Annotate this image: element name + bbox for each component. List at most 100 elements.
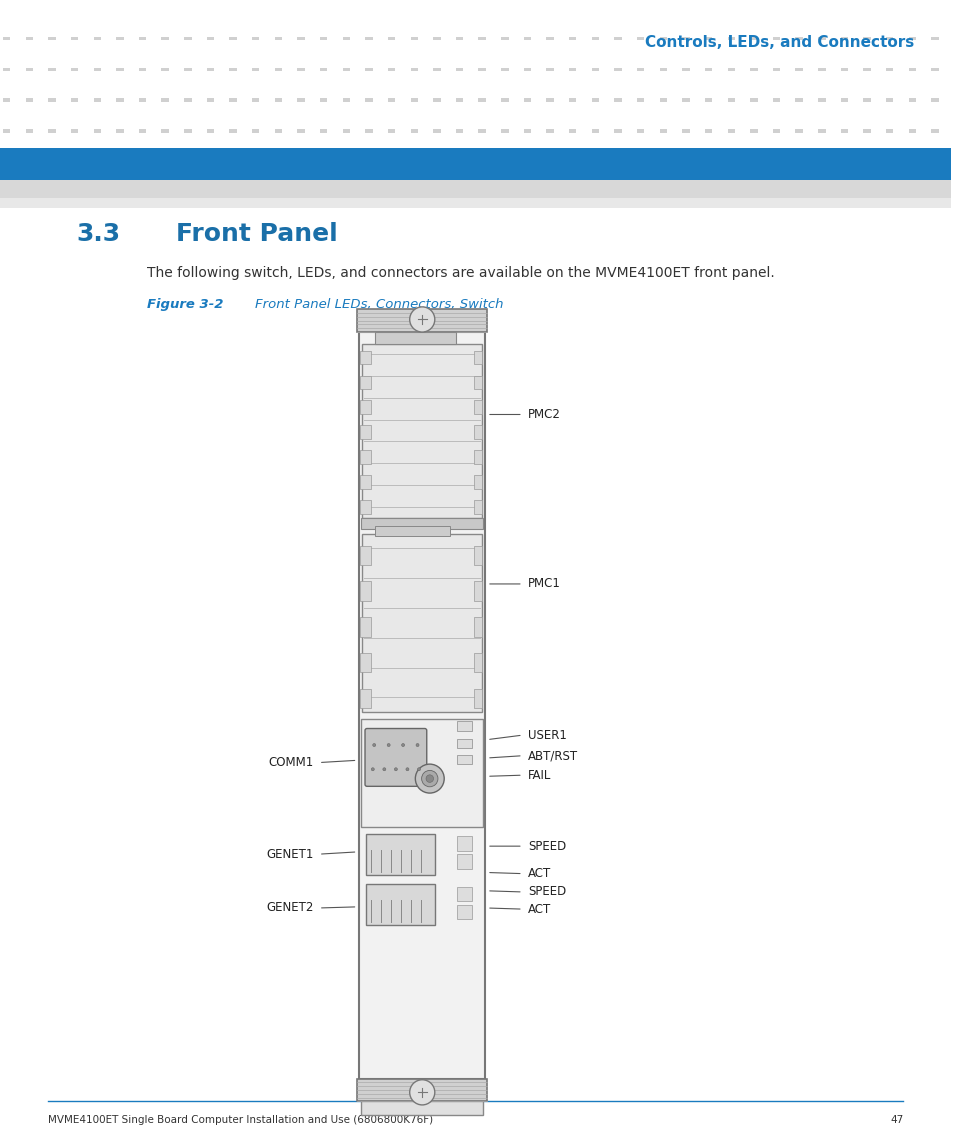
- Bar: [591, 129, 598, 133]
- Bar: [342, 129, 350, 133]
- Bar: [297, 98, 304, 102]
- Bar: [319, 98, 327, 102]
- Bar: [360, 546, 370, 566]
- Bar: [614, 129, 621, 133]
- Circle shape: [373, 743, 375, 747]
- Bar: [93, 98, 101, 102]
- Bar: [116, 160, 124, 164]
- Circle shape: [394, 768, 397, 771]
- Bar: [207, 68, 214, 71]
- Bar: [885, 98, 893, 102]
- Bar: [523, 98, 531, 102]
- Bar: [546, 129, 554, 133]
- Bar: [908, 68, 915, 71]
- Bar: [569, 129, 576, 133]
- Bar: [637, 37, 643, 40]
- Bar: [456, 837, 472, 851]
- Bar: [362, 344, 481, 518]
- Bar: [71, 160, 78, 164]
- Text: Figure 3-2: Figure 3-2: [148, 298, 224, 311]
- Bar: [365, 884, 435, 925]
- Bar: [71, 129, 78, 133]
- Bar: [456, 854, 472, 869]
- Bar: [862, 68, 870, 71]
- Bar: [161, 160, 169, 164]
- Bar: [840, 98, 847, 102]
- Bar: [49, 160, 55, 164]
- Bar: [637, 129, 643, 133]
- Bar: [3, 68, 10, 71]
- Bar: [456, 68, 463, 71]
- Bar: [360, 688, 370, 709]
- Bar: [500, 98, 508, 102]
- Bar: [26, 98, 33, 102]
- Bar: [388, 160, 395, 164]
- Circle shape: [409, 307, 435, 332]
- Bar: [433, 160, 440, 164]
- Bar: [546, 98, 554, 102]
- Bar: [474, 500, 481, 514]
- Bar: [474, 350, 481, 364]
- Text: PMC1: PMC1: [527, 577, 560, 591]
- Bar: [456, 905, 472, 919]
- Bar: [818, 37, 824, 40]
- Text: GENET2: GENET2: [266, 901, 314, 915]
- Bar: [772, 37, 780, 40]
- Bar: [184, 129, 192, 133]
- Bar: [116, 98, 124, 102]
- Bar: [840, 160, 847, 164]
- Bar: [93, 37, 101, 40]
- Bar: [569, 37, 576, 40]
- Bar: [885, 37, 893, 40]
- Bar: [591, 68, 598, 71]
- Bar: [297, 37, 304, 40]
- Bar: [523, 129, 531, 133]
- Bar: [772, 68, 780, 71]
- Bar: [478, 37, 485, 40]
- Bar: [252, 98, 259, 102]
- Bar: [207, 129, 214, 133]
- Bar: [388, 37, 395, 40]
- Bar: [795, 37, 802, 40]
- Bar: [908, 129, 915, 133]
- Bar: [818, 160, 824, 164]
- Bar: [591, 98, 598, 102]
- Bar: [229, 37, 236, 40]
- Bar: [862, 160, 870, 164]
- Bar: [908, 98, 915, 102]
- Bar: [433, 68, 440, 71]
- Bar: [818, 129, 824, 133]
- Bar: [433, 37, 440, 40]
- Bar: [749, 160, 757, 164]
- Bar: [49, 37, 55, 40]
- Bar: [357, 309, 486, 332]
- Bar: [93, 160, 101, 164]
- Bar: [818, 68, 824, 71]
- Text: The following switch, LEDs, and connectors are available on the MVME4100ET front: The following switch, LEDs, and connecto…: [148, 266, 775, 279]
- Bar: [410, 68, 417, 71]
- Bar: [319, 37, 327, 40]
- Bar: [930, 129, 938, 133]
- Bar: [749, 37, 757, 40]
- Bar: [727, 37, 734, 40]
- Bar: [361, 719, 482, 827]
- Text: USER1: USER1: [527, 728, 566, 742]
- Bar: [26, 68, 33, 71]
- Bar: [229, 129, 236, 133]
- Bar: [862, 129, 870, 133]
- Bar: [433, 98, 440, 102]
- Bar: [727, 129, 734, 133]
- Bar: [342, 68, 350, 71]
- Bar: [614, 160, 621, 164]
- Text: COMM1: COMM1: [269, 756, 314, 769]
- Bar: [3, 37, 10, 40]
- Bar: [474, 401, 481, 414]
- Bar: [772, 129, 780, 133]
- Bar: [474, 617, 481, 637]
- Bar: [297, 129, 304, 133]
- Bar: [456, 721, 472, 731]
- Bar: [930, 37, 938, 40]
- Bar: [546, 37, 554, 40]
- Bar: [637, 160, 643, 164]
- Bar: [26, 37, 33, 40]
